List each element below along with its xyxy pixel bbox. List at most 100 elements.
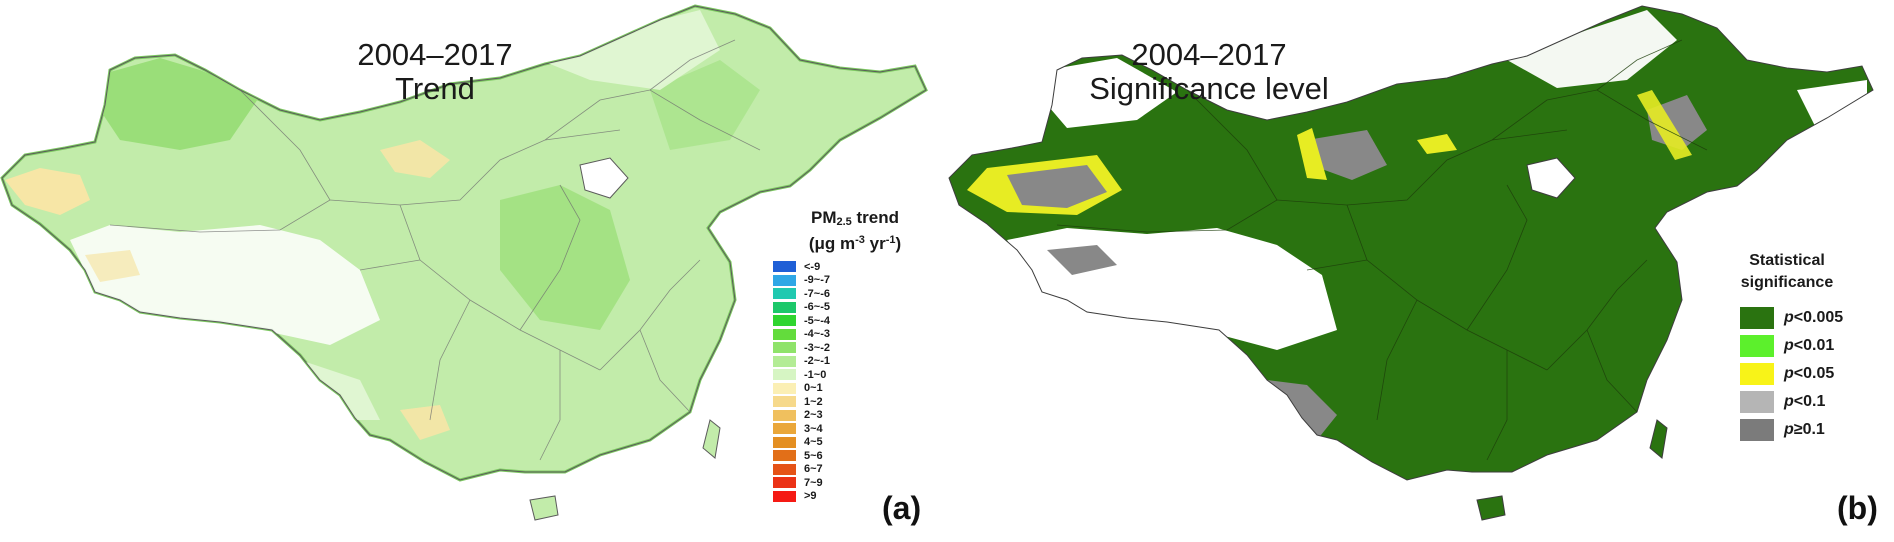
legend-label: -1~0 [804, 368, 827, 381]
legend-swatch [1740, 391, 1774, 413]
nonsignificant-white [1043, 58, 1177, 128]
title-years: 2004–2017 [357, 37, 513, 72]
legend-label: 6~7 [804, 463, 823, 476]
legend-label: -6~-5 [804, 301, 830, 314]
positive-trend-area [400, 405, 450, 440]
province-borders [1056, 39, 1708, 461]
taiwan-island [702, 419, 721, 459]
legend: <-9 -9~-7 -7~-6 -6~-5 -5~-4 -4~-3 -3~-2 -2~-1 -1… [773, 260, 830, 503]
legend-item: -2~-1 [773, 355, 830, 369]
legend-item: 5~6 [773, 449, 830, 463]
taiwan-island [1649, 419, 1668, 459]
bohai-sea [579, 157, 629, 199]
legend-item: -4~-3 [773, 328, 830, 342]
legend-label: p<0.1 [1784, 393, 1826, 410]
legend-swatch [1740, 419, 1774, 441]
significance-panel: 2004–2017 Significance level Statistical… [947, 0, 1894, 542]
legend-label: 0~1 [804, 382, 823, 395]
title-subject: Trend [395, 71, 475, 106]
trend-map [0, 4, 928, 521]
province-borders [109, 39, 761, 461]
legend-label: 3~4 [804, 422, 823, 435]
yellow-p005-area [1417, 134, 1457, 154]
darker-green-region [650, 60, 760, 150]
legend-swatch [773, 382, 796, 394]
positive-trend-area [5, 168, 90, 215]
legend-swatch [773, 477, 796, 489]
title-subject: Significance level [1089, 71, 1329, 106]
bohai-sea [1526, 157, 1576, 199]
legend-label: 1~2 [804, 395, 823, 408]
panel-label: (a) [882, 490, 922, 526]
legend-swatch [773, 301, 796, 313]
legend-label: 5~6 [804, 449, 823, 462]
legend-label: 4~5 [804, 436, 823, 449]
legend-title: PM2.5 trend (μg m-3 yr-1) [808, 208, 902, 253]
china-landmass [0, 4, 928, 521]
legend-title: Statistical significance [1740, 252, 1834, 291]
legend-swatch [773, 355, 796, 367]
map-title: 2004–2017 Trend [300, 38, 570, 106]
legend-swatch [773, 463, 796, 475]
legend-label: <-9 [804, 260, 821, 273]
nonsignificant-white [1507, 10, 1677, 88]
legend-swatch [1740, 363, 1774, 385]
legend-item: 7~9 [773, 476, 830, 490]
legend-swatch [1740, 335, 1774, 357]
positive-trend-area [380, 140, 450, 178]
grey-p-ge-01-area [1007, 165, 1107, 208]
legend-label: -3~-2 [804, 341, 830, 354]
legend-swatch [773, 369, 796, 381]
legend-label: 2~3 [804, 409, 823, 422]
legend-label: p<0.005 [1784, 309, 1844, 326]
legend-item: -3~-2 [773, 341, 830, 355]
significance-map [948, 5, 1874, 521]
legend-item: 0~1 [773, 382, 830, 396]
legend-label: -7~-6 [804, 287, 830, 300]
legend-item: -6~-5 [773, 301, 830, 315]
title-years: 2004–2017 [1131, 37, 1287, 72]
legend-swatch [773, 423, 796, 435]
legend-item: -7~-6 [773, 287, 830, 301]
legend-swatch [773, 450, 796, 462]
legend-label: p<0.05 [1784, 365, 1835, 382]
legend-item: p<0.005 [1740, 304, 1843, 332]
light-region [540, 10, 720, 90]
legend-item: -9~-7 [773, 274, 830, 288]
legend-swatch [773, 274, 796, 286]
legend-swatch [773, 436, 796, 448]
legend-item: 3~4 [773, 422, 830, 436]
hainan-island [1476, 495, 1506, 521]
legend-item: -1~0 [773, 368, 830, 382]
legend-item: p<0.01 [1740, 332, 1843, 360]
nonsignificant-white [1797, 80, 1867, 130]
legend-swatch [773, 409, 796, 421]
legend-item: 2~3 [773, 409, 830, 423]
legend-swatch [773, 490, 796, 502]
legend-swatch [773, 288, 796, 300]
legend-item: 4~5 [773, 436, 830, 450]
legend-label: p<0.01 [1784, 337, 1835, 354]
legend: p<0.005 p<0.01 p<0.05 p<0.1 p≥0.1 [1740, 304, 1843, 444]
grey-p-ge-01-area [1307, 130, 1387, 180]
trend-panel: 2004–2017 Trend PM2.5 trend (μg m-3 yr-1… [0, 4, 928, 526]
legend-swatch [773, 328, 796, 340]
legend-item: 1~2 [773, 395, 830, 409]
legend-swatch [773, 261, 796, 273]
legend-item: -5~-4 [773, 314, 830, 328]
legend-swatch [773, 396, 796, 408]
hainan-island [529, 495, 559, 521]
legend-label: p≥0.1 [1784, 421, 1825, 438]
yellow-p005-area [1637, 90, 1692, 160]
legend-label: -9~-7 [804, 274, 830, 287]
legend-item: p≥0.1 [1740, 416, 1843, 444]
light-region [300, 360, 380, 420]
legend-swatch [1740, 307, 1774, 329]
legend-item: p<0.05 [1740, 360, 1843, 388]
darker-green-region [100, 58, 260, 150]
positive-trend-area [85, 250, 140, 282]
grey-p-ge-01-area [1047, 245, 1117, 275]
legend-label: >9 [804, 490, 817, 503]
legend-label: -2~-1 [804, 355, 830, 368]
legend-swatch [773, 342, 796, 354]
